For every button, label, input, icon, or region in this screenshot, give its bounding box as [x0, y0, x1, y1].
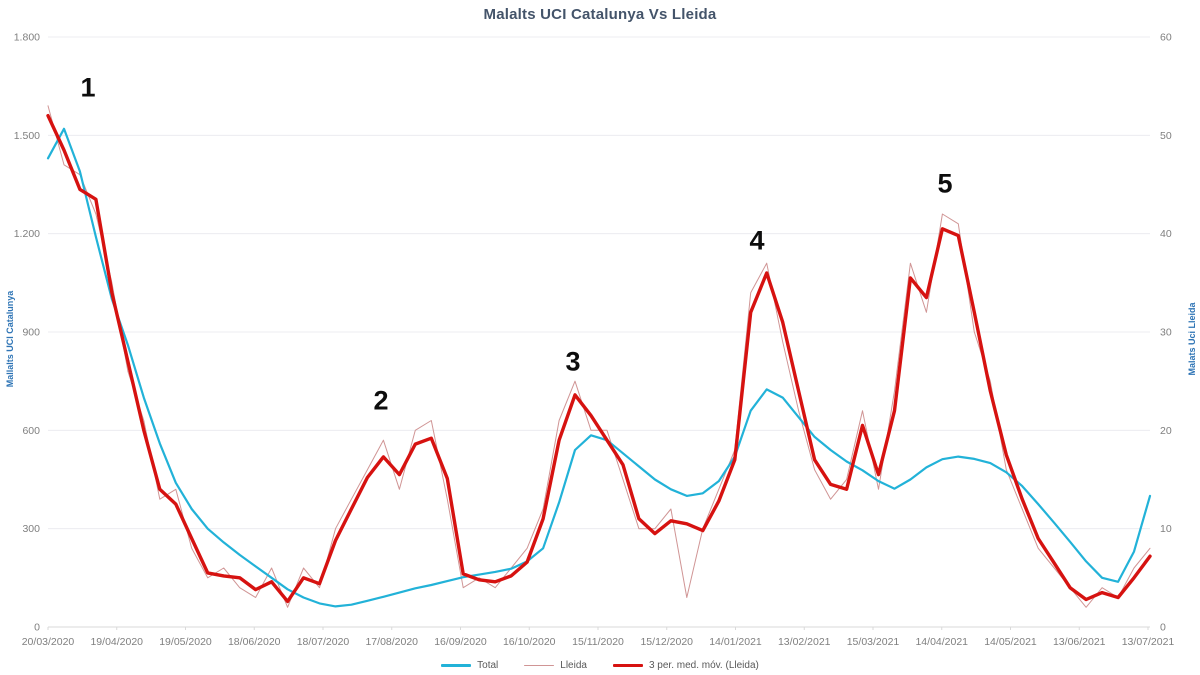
x-axis-tick-label: 15/12/2020: [640, 636, 693, 648]
wave-annotation-1: 1: [80, 72, 96, 103]
x-axis-tick-label: 18/07/2020: [297, 636, 350, 648]
x-axis-tick-label: 18/06/2020: [228, 636, 281, 648]
left-axis-title: Mallalts UCI Catalunya: [5, 290, 15, 388]
wave-annotation-4: 4: [749, 225, 765, 256]
x-axis-tick-label: 16/10/2020: [503, 636, 556, 648]
x-axis-tick-label: 19/05/2020: [159, 636, 212, 648]
right-axis-tick-label: 0: [1160, 622, 1166, 634]
legend-label: 3 per. med. móv. (Lleida): [648, 660, 759, 671]
left-axis-tick-label: 1.500: [14, 130, 40, 142]
wave-annotation-2: 2: [373, 385, 389, 416]
x-axis-tick-label: 17/08/2020: [365, 636, 418, 648]
x-axis-tick-label: 20/03/2020: [22, 636, 75, 648]
wave-annotation-3: 3: [565, 346, 581, 377]
legend-line-swatch: [612, 663, 643, 668]
chart-title: Malalts UCI Catalunya Vs Lleida: [483, 6, 717, 23]
x-axis-tick-label: 14/04/2021: [915, 636, 968, 648]
right-axis-tick-label: 10: [1160, 523, 1172, 535]
legend-item-total: Total: [441, 660, 498, 671]
legend-line-swatch: [441, 664, 472, 667]
x-axis-tick-label: 13/02/2021: [778, 636, 831, 648]
x-axis-tick-label: 15/03/2021: [847, 636, 900, 648]
left-axis-tick-label: 1.200: [14, 228, 40, 240]
series-line-total: [46, 127, 1152, 608]
right-axis-tick-label: 30: [1160, 327, 1172, 339]
x-axis-tick-label: 13/06/2021: [1053, 636, 1106, 648]
right-axis-tick-label: 20: [1160, 425, 1172, 437]
legend-item-lleida-moving-avg: 3 per. med. móv. (Lleida): [612, 660, 759, 671]
right-axis-tick-label: 40: [1160, 228, 1172, 240]
right-axis-title: Malats Uci Lleida: [1187, 302, 1197, 376]
x-axis-tick-label: 16/09/2020: [434, 636, 487, 648]
x-axis-tick-label: 15/11/2020: [572, 636, 624, 648]
left-axis-tick-label: 1.800: [14, 32, 40, 44]
left-axis-tick-label: 0: [34, 622, 40, 634]
x-axis-tick-label: 14/01/2021: [709, 636, 762, 648]
x-axis-tick-label: 13/07/2021: [1122, 636, 1175, 648]
legend-label: Total: [477, 660, 499, 671]
left-axis-tick-label: 600: [22, 425, 40, 437]
legend-item-lleida: Lleida: [524, 660, 587, 671]
chart-legend: Total Lleida 3 per. med. móv. (Lleida): [0, 660, 1200, 671]
left-axis-tick-label: 900: [22, 327, 40, 339]
right-axis-tick-label: 60: [1160, 32, 1172, 44]
left-axis-tick-label: 300: [22, 523, 40, 535]
legend-label: Lleida: [560, 660, 587, 671]
x-axis-tick-label: 19/04/2020: [90, 636, 143, 648]
series-line-lleida-moving-avg: [46, 113, 1152, 604]
x-axis-tick-label: 14/05/2021: [984, 636, 1037, 648]
legend-line-swatch: [524, 664, 555, 667]
right-axis-tick-label: 50: [1160, 130, 1172, 142]
wave-annotation-5: 5: [937, 168, 953, 199]
